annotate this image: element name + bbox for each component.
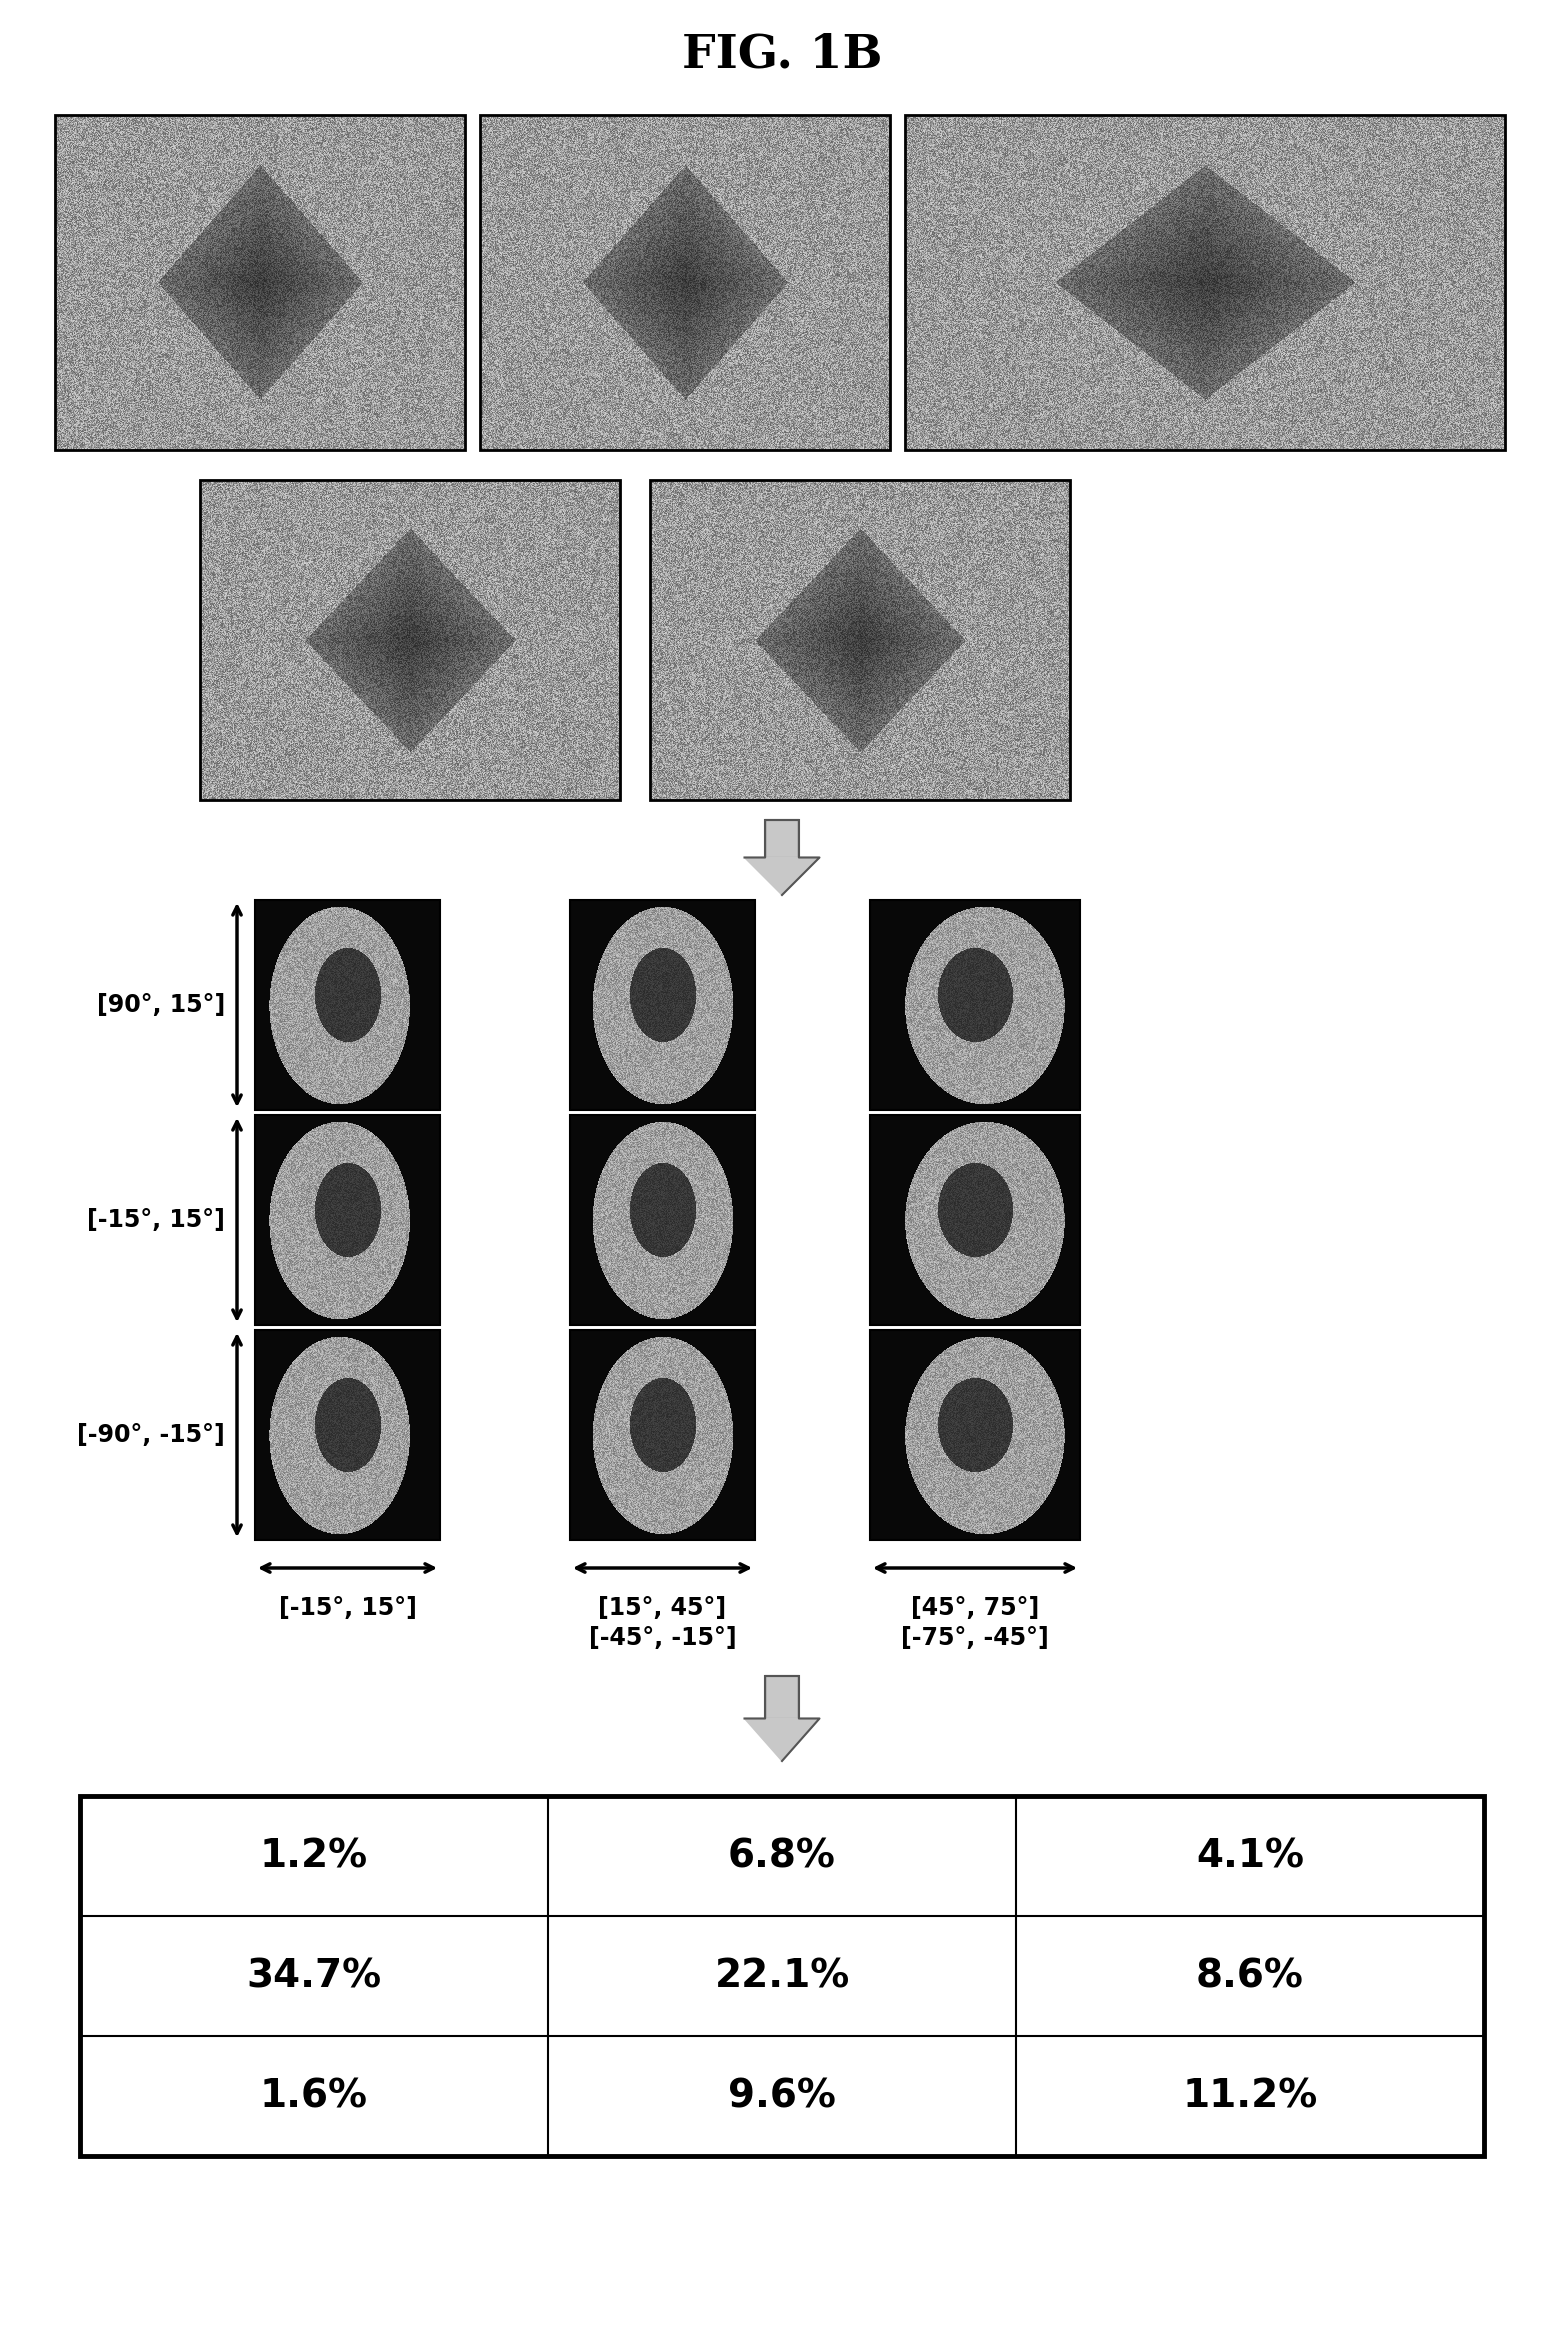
Polygon shape: [744, 858, 820, 895]
Bar: [569, 900, 755, 1109]
Bar: [569, 1116, 755, 1325]
Bar: [765, 821, 799, 858]
Bar: [870, 1116, 1081, 1325]
Text: 11.2%: 11.2%: [1182, 2076, 1317, 2116]
Text: 9.6%: 9.6%: [729, 2076, 835, 2116]
Bar: [200, 479, 619, 800]
Bar: [870, 1330, 1081, 1539]
Text: FIG. 1B: FIG. 1B: [682, 33, 882, 79]
Text: [-15°, 15°]: [-15°, 15°]: [88, 1209, 225, 1232]
Text: 8.6%: 8.6%: [1196, 1958, 1304, 1995]
Bar: [480, 114, 890, 451]
Text: [90°, 15°]: [90°, 15°]: [97, 993, 225, 1016]
Bar: [55, 114, 465, 451]
Text: 1.2%: 1.2%: [260, 1837, 368, 1874]
Bar: [255, 1116, 439, 1325]
Text: [45°, 75°]: [45°, 75°]: [910, 1595, 1038, 1621]
Text: [-75°, -45°]: [-75°, -45°]: [901, 1625, 1049, 1651]
Bar: [569, 1330, 755, 1539]
Text: [15°, 45°]: [15°, 45°]: [599, 1595, 727, 1621]
Text: 34.7%: 34.7%: [247, 1958, 382, 1995]
Bar: [651, 479, 1070, 800]
Text: 22.1%: 22.1%: [715, 1958, 849, 1995]
Text: [-15°, 15°]: [-15°, 15°]: [278, 1595, 416, 1621]
Bar: [255, 900, 439, 1109]
Bar: [906, 114, 1505, 451]
Text: [-45°, -15°]: [-45°, -15°]: [588, 1625, 737, 1651]
Bar: [80, 1795, 1484, 2155]
Bar: [870, 900, 1081, 1109]
Bar: [255, 1330, 439, 1539]
Bar: [765, 1676, 799, 1718]
Text: [-90°, -15°]: [-90°, -15°]: [77, 1423, 225, 1446]
Text: 4.1%: 4.1%: [1196, 1837, 1304, 1874]
Text: 1.6%: 1.6%: [260, 2076, 368, 2116]
Text: 6.8%: 6.8%: [729, 1837, 835, 1874]
Polygon shape: [744, 1718, 820, 1760]
